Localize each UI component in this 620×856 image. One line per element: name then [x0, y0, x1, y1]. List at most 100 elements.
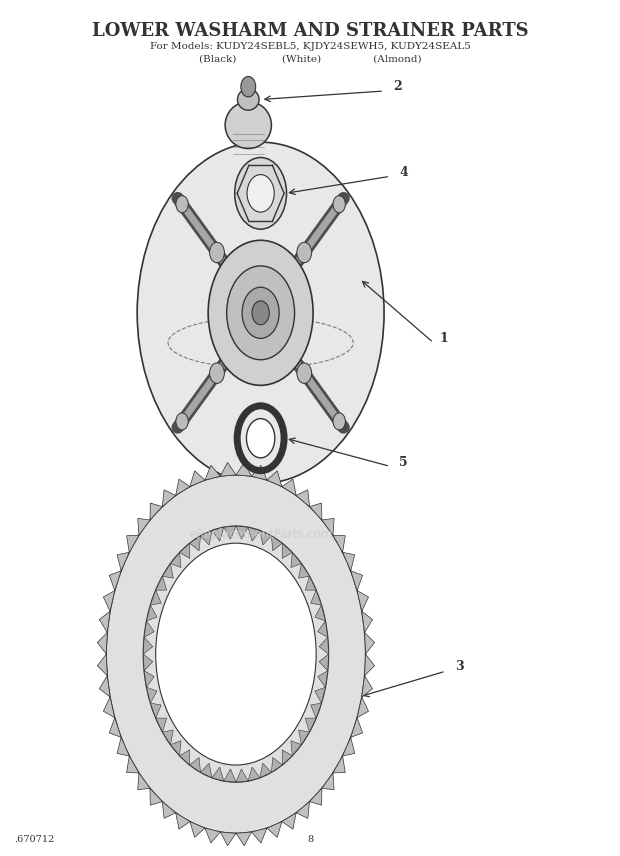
Circle shape [176, 413, 188, 430]
Polygon shape [322, 773, 334, 790]
Polygon shape [143, 638, 153, 654]
Polygon shape [252, 828, 267, 843]
Polygon shape [282, 812, 296, 829]
Polygon shape [224, 526, 236, 539]
Polygon shape [175, 812, 190, 829]
Polygon shape [319, 638, 329, 654]
Polygon shape [126, 535, 139, 552]
Polygon shape [138, 773, 150, 790]
Polygon shape [317, 621, 328, 638]
Text: 3: 3 [455, 660, 464, 674]
Polygon shape [305, 718, 316, 732]
Polygon shape [248, 767, 260, 781]
Polygon shape [248, 527, 260, 541]
Polygon shape [260, 764, 272, 778]
Text: .670712: .670712 [14, 835, 54, 844]
Polygon shape [144, 671, 154, 687]
Circle shape [297, 242, 312, 263]
Polygon shape [162, 801, 175, 818]
Polygon shape [175, 479, 190, 496]
Polygon shape [180, 750, 190, 765]
Polygon shape [343, 737, 355, 756]
Polygon shape [267, 822, 282, 837]
Polygon shape [97, 633, 107, 654]
Polygon shape [162, 730, 173, 745]
Text: 4: 4 [399, 165, 408, 179]
Polygon shape [296, 801, 309, 818]
Polygon shape [126, 756, 139, 773]
Circle shape [156, 544, 316, 765]
Polygon shape [190, 471, 205, 486]
Polygon shape [150, 503, 162, 520]
Polygon shape [205, 828, 220, 843]
Polygon shape [236, 526, 248, 539]
Polygon shape [311, 703, 321, 718]
Polygon shape [99, 675, 110, 697]
Polygon shape [351, 571, 363, 591]
Circle shape [252, 300, 269, 324]
Polygon shape [180, 544, 190, 558]
Polygon shape [156, 718, 167, 732]
Polygon shape [117, 737, 129, 756]
Polygon shape [309, 503, 322, 520]
Polygon shape [97, 654, 107, 675]
Polygon shape [357, 697, 368, 717]
Polygon shape [117, 552, 129, 571]
Polygon shape [315, 687, 326, 703]
Polygon shape [260, 531, 272, 545]
Polygon shape [267, 471, 282, 486]
Polygon shape [220, 462, 236, 476]
Polygon shape [282, 750, 292, 765]
Polygon shape [291, 553, 301, 568]
Polygon shape [190, 758, 200, 772]
Polygon shape [311, 590, 321, 605]
Polygon shape [333, 535, 345, 552]
Ellipse shape [225, 102, 272, 149]
Polygon shape [224, 769, 236, 782]
Polygon shape [162, 490, 175, 507]
Polygon shape [236, 769, 248, 782]
Text: 5: 5 [399, 455, 408, 468]
Polygon shape [317, 671, 328, 687]
Polygon shape [200, 764, 212, 778]
Circle shape [247, 175, 274, 212]
Ellipse shape [237, 89, 259, 110]
Polygon shape [236, 832, 252, 846]
Polygon shape [351, 717, 363, 737]
Polygon shape [212, 527, 224, 541]
Polygon shape [282, 544, 292, 558]
Polygon shape [144, 621, 154, 638]
Text: 1: 1 [440, 332, 448, 345]
Circle shape [297, 363, 312, 383]
Circle shape [210, 242, 224, 263]
Polygon shape [150, 788, 162, 805]
Circle shape [106, 475, 366, 833]
Polygon shape [200, 531, 212, 545]
Polygon shape [272, 758, 282, 772]
Circle shape [333, 196, 345, 213]
Text: (Black)              (White)                (Almond): (Black) (White) (Almond) [198, 54, 422, 63]
Polygon shape [333, 756, 345, 773]
Polygon shape [104, 697, 115, 717]
Circle shape [210, 363, 224, 383]
Text: 8: 8 [307, 835, 313, 844]
Circle shape [227, 266, 294, 360]
Polygon shape [190, 822, 205, 837]
Polygon shape [220, 832, 236, 846]
Circle shape [242, 288, 279, 338]
Polygon shape [365, 633, 374, 654]
Polygon shape [205, 466, 220, 480]
Circle shape [333, 413, 345, 430]
Circle shape [137, 142, 384, 484]
Polygon shape [212, 767, 224, 781]
Polygon shape [151, 703, 161, 718]
Polygon shape [322, 519, 334, 535]
Circle shape [208, 241, 313, 385]
Polygon shape [190, 536, 200, 550]
Polygon shape [343, 552, 355, 571]
Polygon shape [272, 536, 282, 550]
Polygon shape [170, 740, 181, 756]
Text: 2: 2 [393, 80, 402, 93]
Polygon shape [104, 591, 115, 611]
Polygon shape [291, 740, 301, 756]
